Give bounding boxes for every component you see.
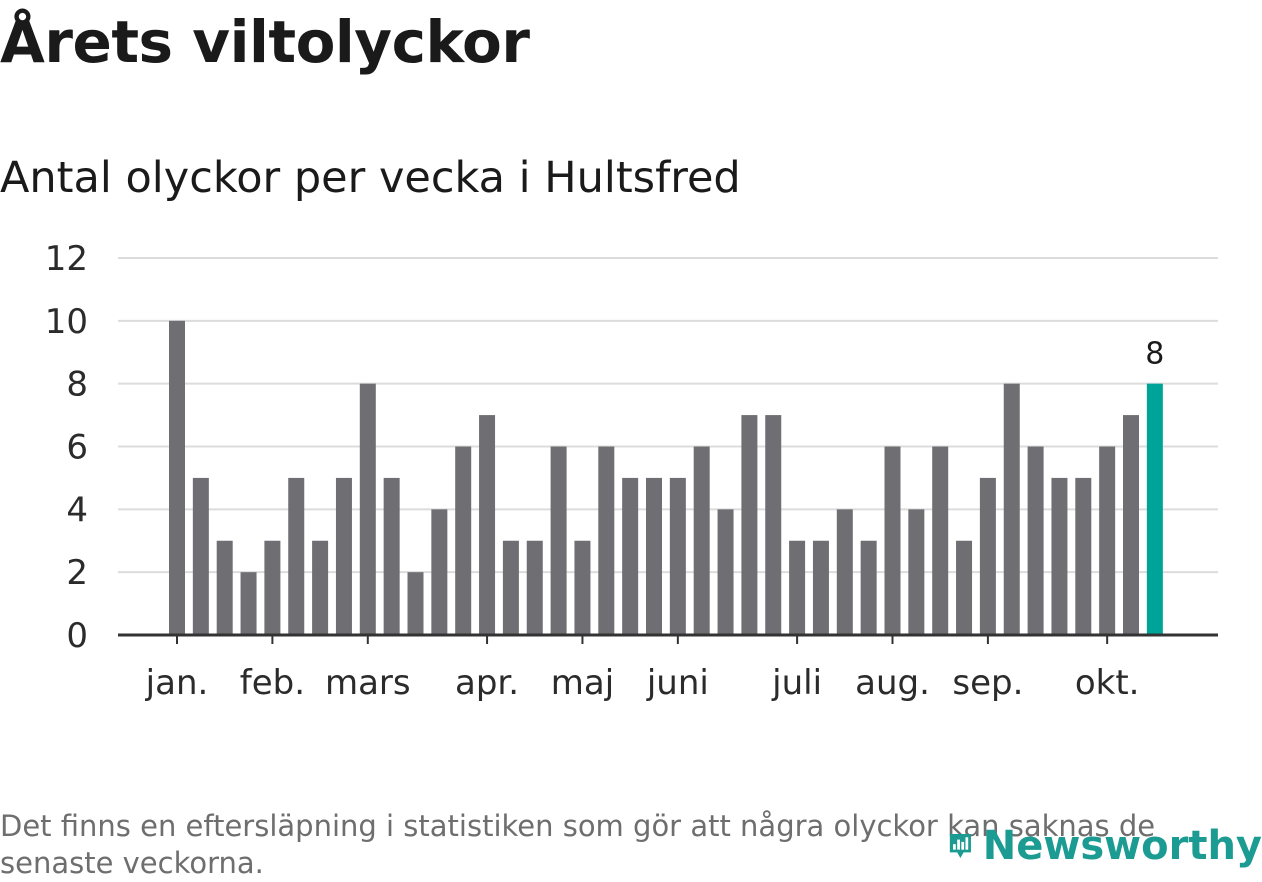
bar[interactable] [359,383,376,635]
bar[interactable] [1123,415,1139,635]
y-tick-label: 6 [66,428,88,468]
bars [169,320,1163,636]
bar[interactable] [1099,446,1116,636]
y-tick-label: 0 [66,616,88,656]
footnote: Det finns en eftersläpning i statistiken… [0,809,1156,880]
chart-subtitle: Antal olyckor per vecka i Hultsfred [0,153,741,203]
bar[interactable] [717,509,734,635]
bar[interactable] [1027,446,1044,636]
bar[interactable] [383,477,400,635]
bar[interactable] [836,509,853,635]
bar[interactable] [479,415,496,635]
bar[interactable] [765,415,782,635]
bar[interactable] [860,540,877,635]
bar[interactable] [264,540,281,635]
bar[interactable] [335,477,352,635]
newsworthy-logo-icon [949,834,971,858]
y-tick-label: 4 [66,490,88,530]
bar[interactable] [312,540,329,635]
x-tick-label: okt. [1075,663,1140,703]
bar-chart: 0 2 4 6 8 10 12 jan. feb. mars apr. maj juni juli aug… [45,239,1218,703]
bar[interactable] [1051,477,1068,635]
bar[interactable] [932,446,949,636]
x-tick-label: juli [771,663,822,703]
y-axis-labels: 0 2 4 6 8 10 12 [45,239,88,656]
bar[interactable] [789,540,806,635]
bar[interactable] [407,572,424,635]
bar[interactable] [693,446,710,636]
bar[interactable] [1003,383,1020,635]
x-axis-labels: jan. feb. mars apr. maj juni juli aug. sep. okt. [145,663,1140,703]
y-tick-label: 8 [66,365,88,405]
x-tick-label: mars [325,663,411,703]
x-tick-label: feb. [240,663,305,703]
bar[interactable] [502,540,519,635]
bar[interactable] [812,540,829,635]
logo-text: Newsworthy [982,823,1262,869]
bar[interactable] [192,477,209,635]
x-axis [118,633,1218,644]
bar[interactable] [574,540,591,635]
highlight-value-label: 8 [1145,337,1164,372]
y-tick-label: 10 [45,302,88,342]
bar[interactable] [169,320,185,635]
bar-highlight[interactable] [1146,383,1163,635]
x-tick-label: apr. [455,663,519,703]
bar[interactable] [598,446,615,636]
bar[interactable] [1075,477,1092,635]
chart-title: Årets viltolyckor [0,8,530,76]
bar[interactable] [956,540,973,635]
x-tick-label: sep. [952,663,1023,703]
y-tick-label: 2 [66,553,88,593]
x-tick-label: aug. [855,663,930,703]
bar[interactable] [669,477,686,635]
bar[interactable] [216,540,233,635]
bar[interactable] [240,572,257,635]
annotations: 8 [1145,337,1164,372]
bar[interactable] [288,477,305,635]
bar[interactable] [622,477,639,635]
bar[interactable] [431,509,448,635]
x-tick-label: maj [551,663,614,703]
bar[interactable] [908,509,925,635]
bar[interactable] [550,446,567,636]
bar[interactable] [526,540,543,635]
y-tick-label: 12 [45,239,88,279]
x-tick-label: jan. [145,663,209,703]
bar[interactable] [741,415,758,635]
bar[interactable] [979,477,996,635]
bar[interactable] [646,477,662,635]
bar[interactable] [455,446,472,636]
x-tick-label: juni [646,663,709,703]
bar[interactable] [884,446,901,636]
newsworthy-logo[interactable]: Newsworthy [948,816,1262,876]
